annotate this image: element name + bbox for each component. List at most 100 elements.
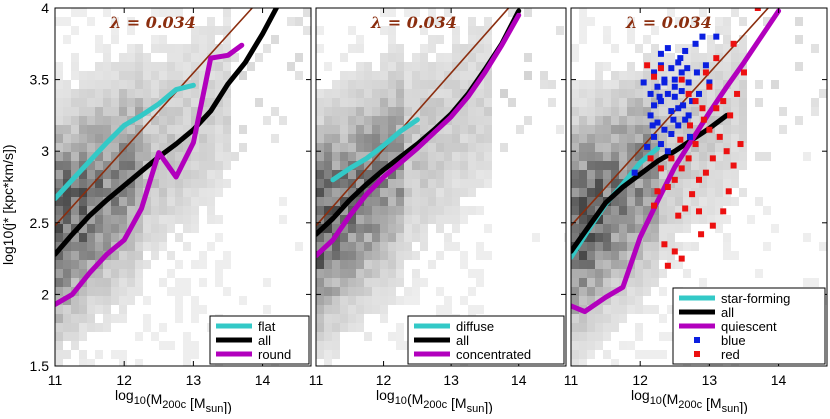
heat-cell (71, 269, 79, 278)
heat-cell (444, 62, 452, 71)
heat-cell (324, 161, 332, 170)
heat-cell (619, 188, 627, 197)
heat-cell (651, 269, 659, 278)
heat-cell (579, 269, 587, 278)
heat-cell (340, 152, 348, 161)
heat-cell (111, 179, 119, 188)
heat-cell (571, 98, 579, 107)
heat-cell (71, 305, 79, 314)
heat-cell (87, 323, 95, 332)
heat-cell (396, 179, 404, 188)
heat-cell (635, 287, 643, 296)
heat-cell (143, 116, 151, 125)
heat-cell (723, 197, 731, 206)
heat-cell (571, 296, 579, 305)
heat-cell (436, 287, 444, 296)
heat-cell (348, 224, 356, 233)
heat-cell (635, 188, 643, 197)
heat-cell (811, 98, 819, 107)
heat-cell (199, 44, 207, 53)
heat-cell (167, 71, 175, 80)
heat-cell (564, 233, 566, 242)
heat-cell (587, 143, 595, 152)
heat-cell (223, 89, 231, 98)
heat-cell (651, 53, 659, 62)
heat-cell (79, 251, 87, 260)
heat-cell (603, 251, 611, 260)
heat-cell (340, 53, 348, 62)
heat-cell (468, 98, 476, 107)
x-axis-label-part: ]) (484, 399, 493, 414)
heat-cell (579, 17, 587, 26)
blue-point (668, 108, 675, 115)
heat-cell (183, 278, 191, 287)
heat-cell (127, 44, 135, 53)
heat-cell (175, 152, 183, 161)
heat-cell (159, 107, 167, 116)
blue-point (684, 65, 691, 72)
heat-cell (707, 206, 715, 215)
heat-cell (803, 278, 811, 287)
heat-cell (324, 251, 332, 260)
heat-cell (595, 134, 603, 143)
heat-cell (55, 62, 63, 71)
heat-cell (79, 287, 87, 296)
heat-cell (380, 233, 388, 242)
heat-cell (79, 260, 87, 269)
heat-cell (103, 278, 111, 287)
heat-cell (348, 143, 356, 152)
heat-cell (587, 278, 595, 287)
heat-cell (135, 224, 143, 233)
heat-cell (103, 242, 111, 251)
heat-cell (707, 215, 715, 224)
heat-cell (579, 35, 587, 44)
heat-cell (143, 125, 151, 134)
heat-cell (175, 71, 183, 80)
heat-cell (683, 161, 691, 170)
heat-cell (279, 116, 287, 125)
heat-cell (127, 206, 135, 215)
heat-cell (87, 125, 95, 134)
heat-cell (412, 152, 420, 161)
heat-cell (183, 71, 191, 80)
x-axis-label-part: 200c (162, 399, 186, 411)
legend-label-all: all (456, 333, 469, 348)
heat-cell (428, 17, 436, 26)
panel-middle: λ = 0.034 11 12 13 14 diffuseallconcentrate… (309, 7, 567, 415)
heat-cell (55, 323, 63, 332)
heat-cell (452, 242, 460, 251)
heat-cell (63, 251, 71, 260)
legend-label-flat: flat (258, 319, 276, 334)
heat-cell (635, 89, 643, 98)
heat-cell (643, 179, 651, 188)
heat-cell (579, 179, 587, 188)
heat-cell (428, 8, 436, 17)
heat-cell (579, 80, 587, 89)
heat-cell (468, 143, 476, 152)
heat-cell (436, 152, 444, 161)
heat-cell (603, 332, 611, 341)
heat-cell (63, 305, 71, 314)
heat-cell (79, 125, 87, 134)
heat-cell (316, 287, 324, 296)
heat-cell (699, 71, 707, 80)
heat-cell (388, 188, 396, 197)
heat-cell (111, 197, 119, 206)
heat-cell (348, 296, 356, 305)
heat-cell (135, 134, 143, 143)
heat-cell (396, 53, 404, 62)
heat-cell (699, 197, 707, 206)
heat-cell (215, 71, 223, 80)
heat-cell (452, 134, 460, 143)
heat-cell (183, 179, 191, 188)
heat-cell (356, 269, 364, 278)
heat-cell (651, 26, 659, 35)
heat-cell (324, 260, 332, 269)
blue-point (678, 88, 685, 95)
heat-cell (127, 89, 135, 98)
heat-cell (55, 98, 63, 107)
heat-cell (571, 170, 579, 179)
heat-cell (691, 80, 699, 89)
heat-cell (444, 242, 452, 251)
heat-cell (723, 134, 731, 143)
